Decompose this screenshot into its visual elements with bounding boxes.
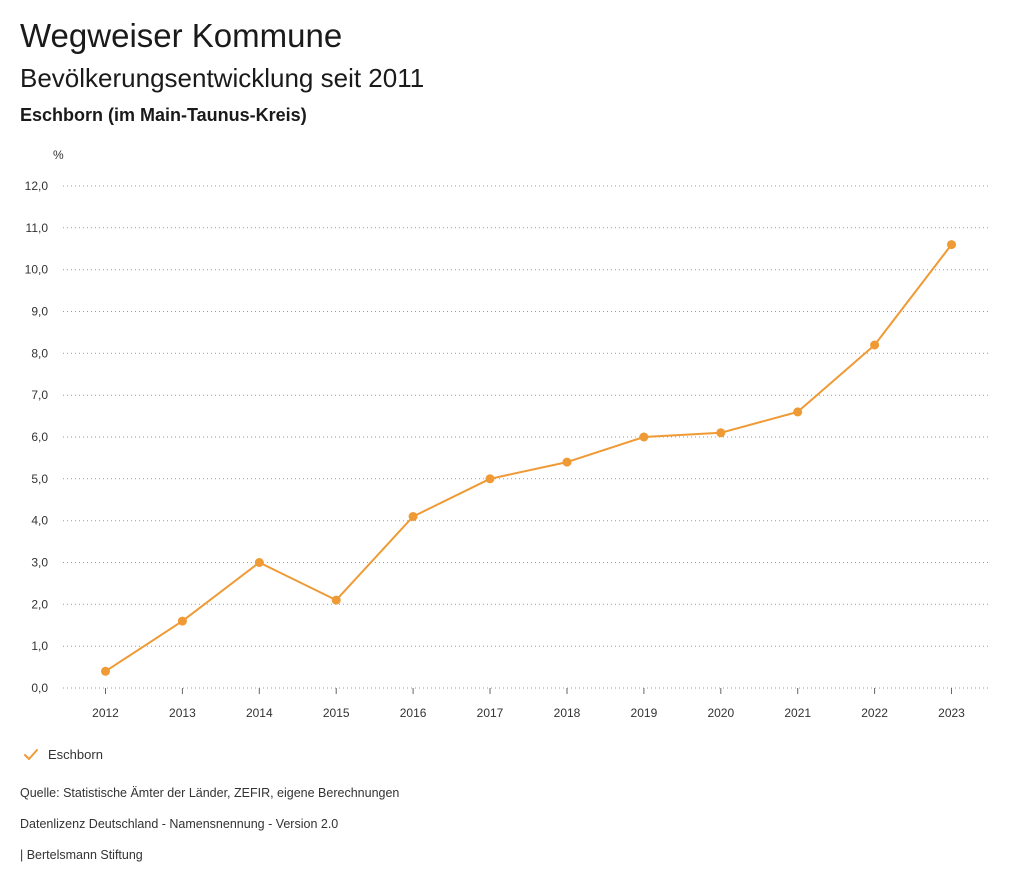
x-tick-label: 2015	[323, 706, 350, 720]
source-note: Quelle: Statistische Ämter der Länder, Z…	[20, 786, 400, 800]
series-layer	[101, 240, 956, 676]
data-point[interactable]	[408, 512, 418, 521]
x-tick-label: 2020	[707, 706, 734, 720]
data-point[interactable]	[639, 432, 649, 442]
y-tick-label: 11,0	[26, 221, 49, 235]
y-tick-label: 3,0	[31, 556, 48, 570]
y-tick-label: 8,0	[31, 346, 48, 360]
y-tick-label: 10,0	[25, 263, 49, 277]
y-tick-label: 6,0	[31, 430, 48, 444]
data-point[interactable]	[947, 240, 956, 250]
license-note: Datenlizenz Deutschland - Namensnennung …	[20, 817, 339, 831]
x-tick-label: 2021	[784, 706, 811, 720]
x-axis-ticks	[105, 688, 952, 694]
x-tick-label: 2018	[554, 706, 581, 720]
data-point[interactable]	[562, 457, 572, 467]
x-tick-label: 2012	[92, 706, 119, 720]
x-tick-label: 2017	[477, 706, 504, 720]
y-tick-label: 1,0	[31, 639, 48, 653]
data-point[interactable]	[485, 474, 495, 484]
y-tick-label: 7,0	[31, 388, 48, 402]
data-point[interactable]	[331, 595, 341, 605]
x-tick-label: 2016	[400, 706, 427, 720]
y-tick-label: 12,0	[25, 179, 49, 193]
x-tick-label: 2019	[631, 706, 658, 720]
legend-label: Eschborn	[48, 747, 103, 762]
data-point[interactable]	[716, 428, 726, 438]
legend-item-eschborn[interactable]: Eschborn	[20, 746, 103, 764]
y-tick-label: 4,0	[31, 514, 48, 528]
y-tick-label: 2,0	[31, 597, 48, 611]
x-axis-labels: 2012 2013 2014 2015 2016 2017 2018 2019 2020 2021…	[92, 706, 965, 720]
data-point[interactable]	[254, 558, 264, 567]
data-point[interactable]	[177, 616, 187, 626]
x-tick-label: 2013	[169, 706, 196, 720]
x-tick-label: 2022	[861, 706, 888, 720]
chart-subtitle: Eschborn (im Main-Taunus-Kreis)	[20, 105, 307, 125]
y-gridlines	[63, 185, 990, 689]
data-point[interactable]	[101, 666, 110, 676]
page-title: Wegweiser Kommune	[20, 17, 343, 54]
series-line-eschborn	[104, 243, 953, 673]
chart-title: Bevölkerungsentwicklung seit 2011	[20, 63, 425, 93]
y-tick-label: 5,0	[31, 472, 48, 486]
x-tick-label: 2014	[246, 706, 273, 720]
data-point[interactable]	[870, 340, 880, 350]
data-point[interactable]	[793, 407, 803, 417]
check-icon	[23, 748, 41, 762]
line-chart: % 0,0 1,0 2,0 3,0 4,0 5,0 6,0 7,0 8,0 9,0 10,0 11,0…	[25, 148, 990, 720]
publisher-credit: | Bertelsmann Stiftung	[20, 848, 143, 862]
y-axis-labels: 0,0 1,0 2,0 3,0 4,0 5,0 6,0 7,0 8,0 9,0 10,0 11,0 12…	[25, 179, 49, 695]
y-tick-label: 0,0	[31, 681, 48, 695]
x-tick-label: 2023	[938, 706, 965, 720]
y-tick-label: 9,0	[31, 305, 48, 319]
y-axis-unit: %	[53, 148, 64, 162]
